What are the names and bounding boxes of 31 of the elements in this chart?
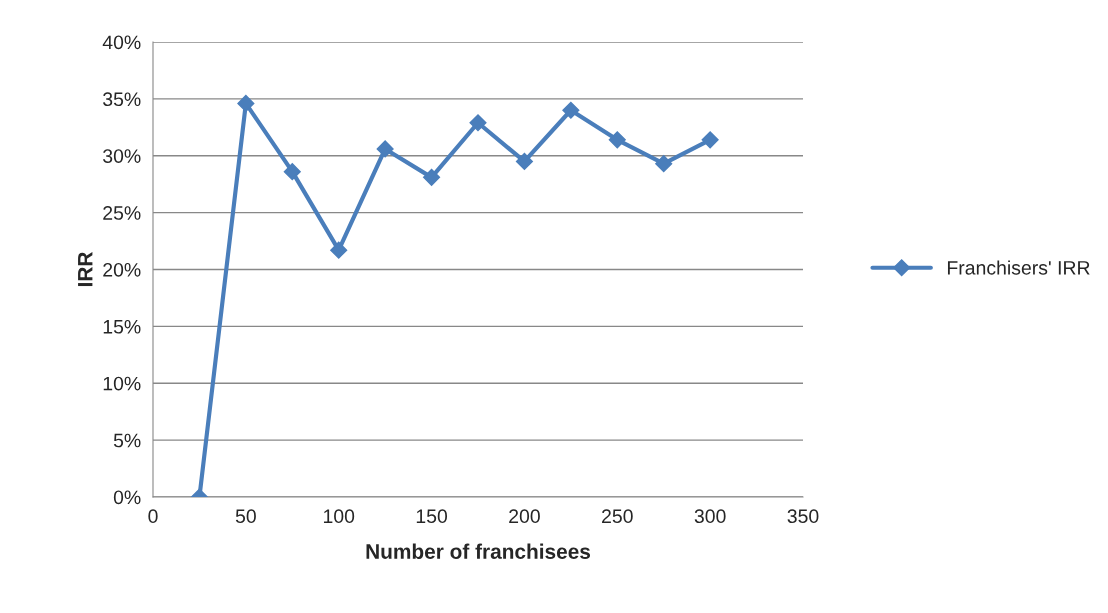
point [376,140,394,158]
point [701,131,719,149]
y-tick-label: 35% [103,92,141,107]
x-tick-label: 100 [323,509,355,524]
point [330,241,348,259]
point [562,101,580,119]
y-tick-label: 40% [102,35,141,50]
y-tick-label: 5% [113,433,141,448]
x-axis-title: Number of franchisees [366,543,591,559]
point [515,152,533,170]
y-axis-title: IRR [78,251,93,287]
point [655,155,673,173]
x-tick-label: 300 [694,509,726,524]
y-tick-label: 20% [103,262,141,277]
x-tick-label: 350 [787,509,819,524]
y-tick-label: 0% [113,490,141,505]
x-tick-label: 150 [416,509,448,524]
point [237,94,255,112]
point [608,131,626,149]
x-tick-label: 200 [509,509,540,524]
x-tick-label: 250 [602,509,633,524]
y-tick-label: 25% [103,206,141,220]
point [469,114,487,132]
point [283,163,301,181]
y-tick-label: 10% [103,376,141,391]
x-tick-label: 0 [148,509,158,524]
y-tick-label: 15% [103,319,141,334]
point [423,168,441,186]
x-tick-label: 50 [235,509,256,524]
y-tick-label: 30% [103,149,141,163]
legend-label: Franchisers' IRR [947,260,1090,275]
